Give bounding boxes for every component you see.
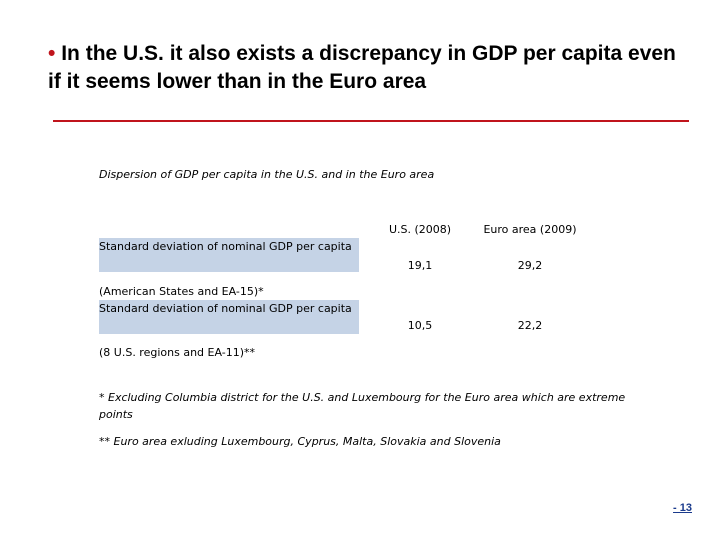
row-label-text: Standard deviation of nominal GDP per ca… <box>99 238 359 272</box>
row-label-note: (8 U.S. regions and EA-11)** <box>99 346 256 359</box>
column-header-euro-area: Euro area (2009) <box>483 223 577 236</box>
table-cell: 10,5 <box>407 319 433 332</box>
title-divider <box>53 120 689 122</box>
title-text: In the U.S. it also exists a discrepancy… <box>48 42 676 93</box>
footnote: * Excluding Columbia district for the U.… <box>99 391 626 421</box>
footnote: ** Euro area exluding Luxembourg, Cyprus… <box>99 435 501 448</box>
page-number-link[interactable]: - 13 <box>673 502 692 514</box>
slide-title: • In the U.S. it also exists a discrepan… <box>48 40 688 96</box>
table-row-label: Standard deviation of nominal GDP per ca… <box>99 238 359 272</box>
table-cell: 19,1 <box>407 259 433 272</box>
column-header-us: U.S. (2008) <box>388 223 452 236</box>
title-bullet: • <box>48 42 56 65</box>
table-cell: 29,2 <box>517 259 543 272</box>
row-label-text: Standard deviation of nominal GDP per ca… <box>99 300 359 334</box>
table-cell: 22,2 <box>517 319 543 332</box>
table-row-label: Standard deviation of nominal GDP per ca… <box>99 300 359 334</box>
row-label-note: (American States and EA-15)* <box>99 285 264 298</box>
table-caption: Dispersion of GDP per capita in the U.S.… <box>99 168 435 181</box>
